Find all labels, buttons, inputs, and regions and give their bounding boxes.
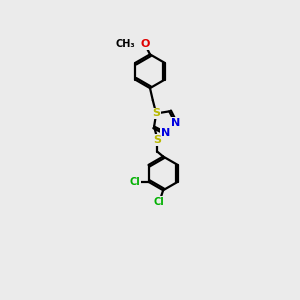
Text: O: O bbox=[140, 39, 149, 49]
Text: Cl: Cl bbox=[154, 197, 165, 207]
Text: S: S bbox=[152, 108, 160, 118]
Text: Cl: Cl bbox=[129, 177, 140, 187]
Text: N: N bbox=[171, 118, 180, 128]
Text: N: N bbox=[161, 128, 170, 137]
Text: S: S bbox=[152, 108, 160, 118]
Text: S: S bbox=[154, 135, 161, 145]
Text: CH₃: CH₃ bbox=[116, 39, 135, 49]
